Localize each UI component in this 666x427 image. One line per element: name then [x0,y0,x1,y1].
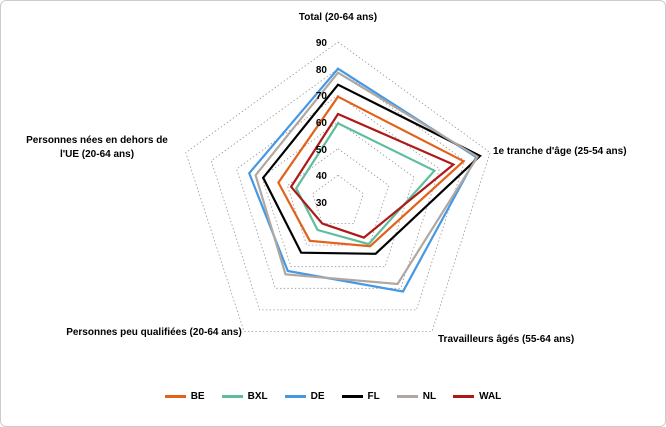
value-tick-70: 70 [315,91,327,103]
value-tick-90: 90 [315,38,327,49]
legend-label-WAL: WAL [479,391,502,402]
axis-label-25-54: 1e tranche d'âge (25-54 ans) [493,146,627,157]
legend-label-BE: BE [190,391,205,402]
grid-ring-60 [261,121,415,268]
grid-ring-70 [236,94,440,289]
grid-ring-90 [185,41,491,332]
series-line-BE [277,95,466,248]
legend-swatch-WAL [453,395,475,398]
series-line-BXL [294,121,437,246]
axis-label-peu-qualifiees: Personnes peu qualifiées (20-64 ans) [66,327,242,338]
grid-ring-80 [210,68,466,311]
legend-swatch-BE [164,395,186,398]
legend-label-BXL: BXL [247,391,268,402]
value-tick-60: 60 [315,118,327,129]
chart-legend: BE BXL DE FL NL WAL [1,391,665,402]
legend-swatch-NL [396,395,418,398]
grid-ring-40 [312,174,364,224]
legend-swatch-FL [341,395,363,398]
legend-item-FL: FL [341,391,380,402]
legend-label-NL: NL [422,391,437,402]
value-tick-40: 40 [315,171,327,183]
value-tick-50: 50 [315,144,327,156]
series-line-NL [254,71,480,286]
legend-swatch-DE [284,395,306,398]
legend-swatch-BXL [221,395,243,398]
grid-ring-50 [286,148,390,246]
legend-label-FL: FL [367,391,380,402]
legend-item-NL: NL [396,391,437,402]
axis-label-total: Total (20-64 ans) [298,12,378,23]
legend-item-DE: DE [284,391,325,402]
legend-item-BXL: BXL [221,391,268,402]
legend-label-DE: DE [310,391,325,402]
value-tick-80: 80 [315,64,327,76]
axis-label-hors-ue: Personnes nées en dehors de l'UE (20-64 … [26,135,168,160]
value-tick-30: 30 [315,198,327,209]
axis-label-55-64: Travailleurs âgés (55-64 ans) [438,334,575,345]
legend-item-WAL: WAL [453,391,501,402]
series-line-WAL [289,112,456,239]
legend-item-BE: BE [164,391,205,402]
